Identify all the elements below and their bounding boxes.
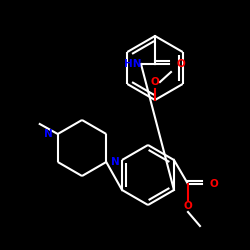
Text: HN: HN: [124, 59, 142, 69]
Text: O: O: [210, 179, 218, 189]
Text: O: O: [184, 201, 192, 211]
Text: N: N: [44, 129, 53, 139]
Text: N: N: [111, 157, 120, 167]
Text: O: O: [176, 59, 186, 69]
Text: O: O: [150, 77, 160, 87]
